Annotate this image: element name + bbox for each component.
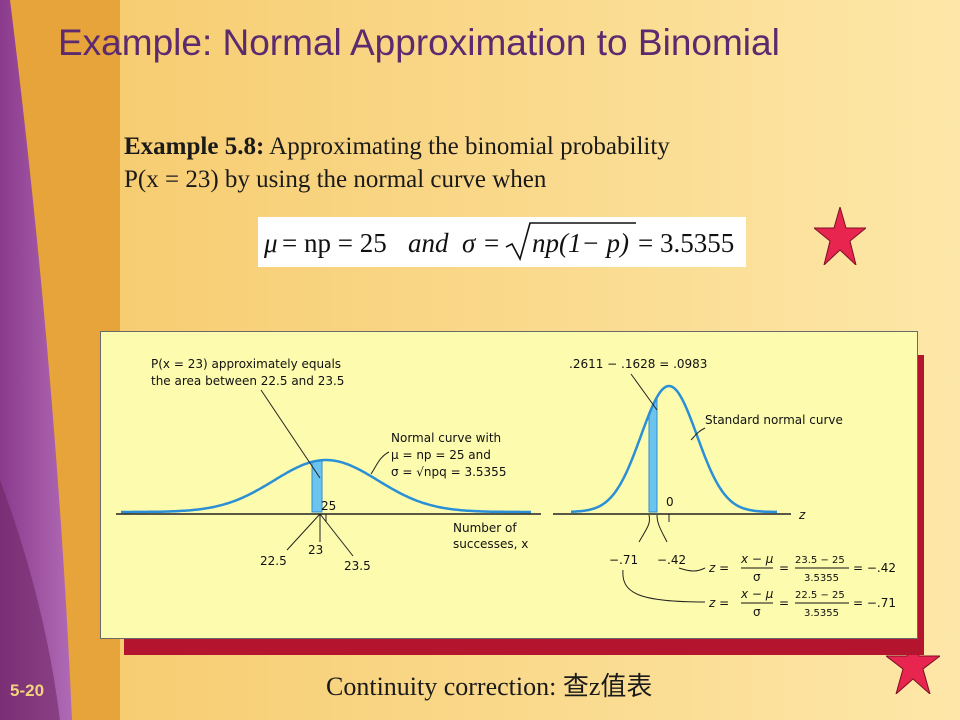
xlabel-line1: Number of — [453, 521, 517, 535]
formula-eq3: = 3.5355 — [638, 228, 734, 258]
z-formula-2: z = x − μ σ = 22.5 − 25 3.5355 = −.71 — [708, 587, 896, 619]
formula-eq2: = — [484, 228, 499, 258]
zf2-den: 3.5355 — [804, 608, 839, 619]
label-23: 23 — [308, 543, 323, 557]
label-neg42: −.42 — [657, 553, 686, 567]
zf1-z: z = — [708, 561, 729, 575]
curve-label-line1: Normal curve with — [391, 431, 501, 445]
example-label: Example 5.8: — [124, 133, 265, 160]
area-computation: .2611 − .1628 = .0983 — [569, 357, 707, 371]
annotation-line2: the area between 22.5 and 23.5 — [151, 374, 344, 388]
zf2-numerator: x − μ — [740, 587, 774, 601]
zf1-numerator: x − μ — [740, 552, 774, 566]
star-icon — [886, 634, 940, 694]
bracket-42 — [678, 567, 706, 572]
zf2-eq: = — [779, 596, 789, 610]
xlabel-line2: successes, x — [453, 537, 528, 551]
brace-neg71 — [638, 514, 650, 543]
right-normal-plot: 0 z .2611 − .1628 = .0983 Standard norma… — [553, 357, 896, 619]
normal-curve-left — [121, 458, 531, 514]
slide-number: 5-20 — [10, 681, 45, 700]
formula-sigma: σ — [462, 228, 477, 258]
zf2-z: z = — [708, 596, 729, 610]
label-0: 0 — [666, 495, 674, 509]
figure-panel: 25 22.5 23 23.5 Number of successes, x P… — [100, 331, 918, 639]
zf2-denominator: σ — [753, 605, 761, 619]
zf2-num: 22.5 − 25 — [795, 590, 845, 601]
formula-radicand: np(1− p) — [532, 228, 629, 258]
label-25: 25 — [321, 499, 336, 513]
curve-label-pointer — [370, 451, 390, 475]
formula-mu: μ — [263, 228, 278, 258]
z-axis-label: z — [798, 508, 806, 522]
zf2-result: = −.71 — [853, 596, 896, 610]
annotation-pointer — [260, 389, 321, 479]
page-title: Example: Normal Approximation to Binomia… — [58, 22, 780, 63]
example-line1: Approximating the binomial probability — [264, 133, 670, 160]
formula-box: μ = np = 25 and σ = np(1− p) = 3.5355 — [258, 217, 746, 267]
brace-neg42 — [656, 514, 668, 543]
example-line2: P(x = 23) by using the normal curve when — [124, 166, 547, 193]
sqrt-sign — [505, 222, 636, 262]
normal-approx-figure: 25 22.5 23 23.5 Number of successes, x P… — [116, 357, 896, 619]
bracket-71 — [622, 569, 706, 603]
formula-eq1: = np = 25 — [282, 228, 387, 258]
pointer-235 — [319, 513, 354, 557]
zf1-denominator: σ — [753, 570, 761, 584]
z-formula-1: z = x − μ σ = 23.5 − 25 3.5355 = −.42 — [708, 552, 896, 584]
zf1-den: 3.5355 — [804, 573, 839, 584]
area-pointer — [630, 373, 658, 411]
standard-normal-curve — [571, 384, 777, 514]
left-normal-plot: 25 22.5 23 23.5 Number of successes, x P… — [116, 357, 541, 573]
std-normal-pointer — [690, 427, 706, 441]
example-text: Example 5.8: Approximating the binomial … — [124, 130, 670, 196]
zf1-result: = −.42 — [853, 561, 896, 575]
star-icon — [814, 207, 866, 265]
formula-and: and — [408, 228, 449, 258]
label-neg71: −.71 — [609, 553, 638, 567]
zf1-num: 23.5 − 25 — [795, 555, 845, 566]
curve-label-line3: σ = √npq = 3.5355 — [391, 465, 506, 479]
label-23-5: 23.5 — [344, 559, 371, 573]
zf1-eq: = — [779, 561, 789, 575]
std-normal-label: Standard normal curve — [705, 413, 843, 427]
caption: Continuity correction: 查z值表 — [326, 672, 653, 701]
curve-label-line2: μ = np = 25 and — [391, 448, 491, 462]
annotation-line1: P(x = 23) approximately equals — [151, 357, 341, 371]
pointer-225 — [286, 513, 321, 551]
label-22-5: 22.5 — [260, 554, 287, 568]
